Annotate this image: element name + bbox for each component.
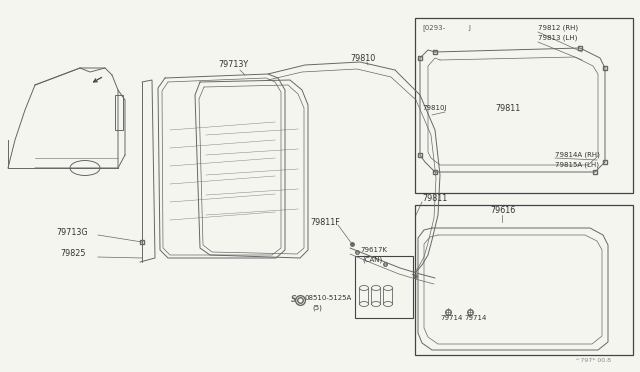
Text: J: J	[468, 25, 470, 31]
Text: 79714: 79714	[464, 315, 486, 321]
Bar	[415, 205, 633, 355]
Text: 79812 (RH): 79812 (RH)	[538, 25, 578, 31]
Text: 79714: 79714	[440, 315, 462, 321]
Text: 79713G: 79713G	[56, 228, 88, 237]
Text: 79811: 79811	[495, 103, 520, 112]
Text: 79811F: 79811F	[310, 218, 340, 227]
Text: 79815A (LH): 79815A (LH)	[555, 162, 599, 168]
Bar	[115, 95, 123, 130]
Text: 08510-5125A: 08510-5125A	[305, 295, 352, 301]
Text: S: S	[291, 295, 297, 305]
Text: 79811: 79811	[422, 193, 447, 202]
Text: 79810: 79810	[350, 54, 375, 62]
Text: 79813 (LH): 79813 (LH)	[538, 35, 577, 41]
Text: 79814A (RH): 79814A (RH)	[555, 152, 600, 158]
Text: ^797* 00.8: ^797* 00.8	[575, 357, 611, 362]
Text: 79617K: 79617K	[360, 247, 387, 253]
Text: 79810J: 79810J	[422, 105, 447, 111]
Text: 79825: 79825	[60, 250, 86, 259]
Text: (5): (5)	[312, 305, 322, 311]
Text: 79713Y: 79713Y	[218, 60, 248, 68]
Bar	[355, 256, 413, 318]
Bar	[415, 18, 633, 193]
Text: (CAN): (CAN)	[362, 257, 382, 263]
Text: 79616: 79616	[490, 205, 515, 215]
Text: [0293-: [0293-	[422, 25, 445, 31]
